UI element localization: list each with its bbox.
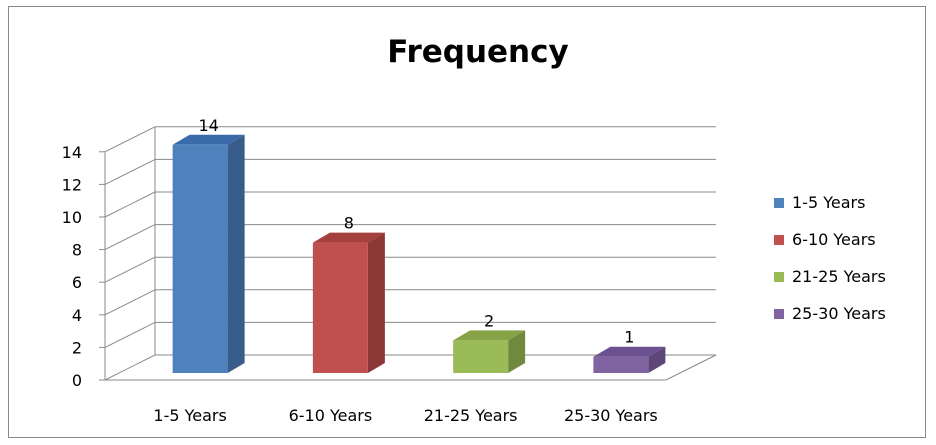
- bar-top: [593, 346, 666, 357]
- bar: [312, 242, 368, 373]
- legend-label: 6-10 Years: [792, 230, 876, 249]
- bar-side: [648, 346, 666, 373]
- bar-top: [312, 232, 385, 243]
- axes: [99, 126, 717, 381]
- data-label: 1: [624, 328, 634, 347]
- bar-side: [367, 232, 385, 373]
- y-tick-label: 2: [72, 338, 82, 357]
- data-label: 8: [344, 214, 354, 233]
- bars: [172, 134, 666, 373]
- y-axis-tick-labels: 0 2 4 6 8 10 12 14: [62, 143, 82, 390]
- bar: [593, 356, 649, 373]
- y-tick-label: 14: [62, 143, 82, 162]
- data-labels: 14 8 2 1: [198, 116, 634, 347]
- bar-side: [227, 134, 245, 373]
- side-gridline: [104, 256, 156, 283]
- chart-title: Frequency: [387, 34, 568, 70]
- bar: [172, 144, 228, 373]
- side-gridline: [104, 158, 156, 185]
- side-gridline: [104, 289, 156, 316]
- legend-label: 21-25 Years: [792, 267, 886, 286]
- y-tick-label: 4: [72, 306, 82, 325]
- legend-swatch: [774, 272, 784, 282]
- side-gridline: [104, 191, 156, 218]
- data-label: 2: [484, 311, 494, 330]
- category-label: 6-10 Years: [289, 406, 373, 425]
- bar-top: [453, 330, 526, 341]
- y-tick-label: 8: [72, 241, 82, 260]
- bar: [453, 340, 509, 373]
- y-tick-label: 0: [72, 371, 82, 390]
- side-gridline: [104, 224, 156, 251]
- legend-swatch: [774, 235, 784, 245]
- data-label: 14: [198, 116, 218, 135]
- floor-edge: [105, 354, 717, 381]
- y-tick-label: 12: [62, 175, 82, 194]
- legend-label: 1-5 Years: [792, 193, 865, 212]
- side-gridline: [104, 321, 156, 348]
- category-label: 1-5 Years: [153, 406, 226, 425]
- side-gridline: [104, 354, 156, 381]
- y-tick-label: 6: [72, 273, 82, 292]
- category-label: 21-25 Years: [424, 406, 518, 425]
- legend: 1-5 Years 6-10 Years 21-25 Years 25-30 Year…: [774, 193, 886, 323]
- y-tick-label: 10: [62, 208, 82, 227]
- side-gridline: [104, 126, 156, 153]
- bar-side: [508, 330, 526, 373]
- x-axis-category-labels: 1-5 Years 6-10 Years 21-25 Years 25-30 Year…: [153, 406, 657, 425]
- legend-swatch: [774, 198, 784, 208]
- legend-label: 25-30 Years: [792, 304, 886, 323]
- bar-top: [172, 134, 245, 145]
- category-label: 25-30 Years: [564, 406, 658, 425]
- legend-swatch: [774, 309, 784, 319]
